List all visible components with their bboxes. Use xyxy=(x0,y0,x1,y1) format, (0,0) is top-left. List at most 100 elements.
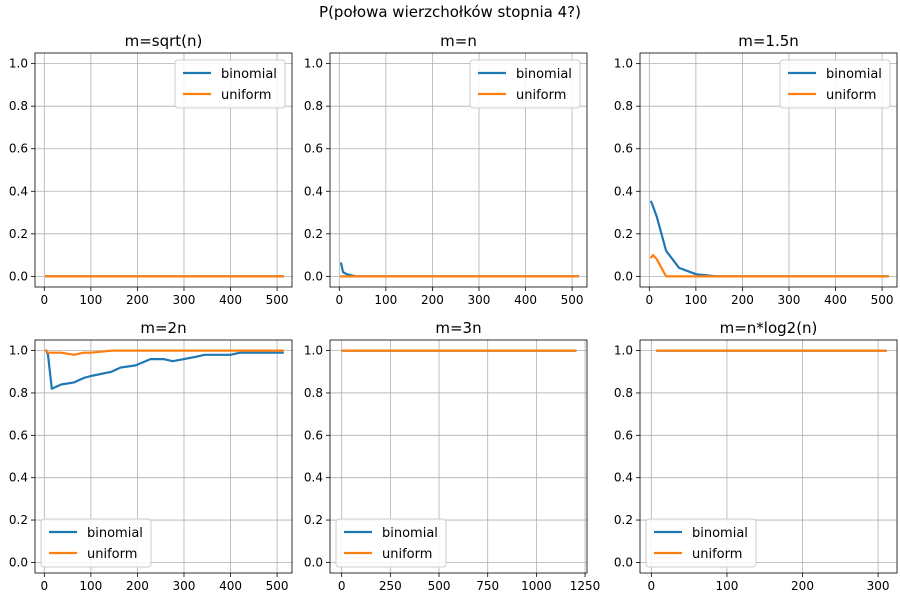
legend-label-uniform: uniform xyxy=(826,88,876,103)
y-tick-label: 1.0 xyxy=(614,57,633,71)
y-tick-label: 0.4 xyxy=(614,184,633,198)
axes-frame xyxy=(639,339,898,574)
y-tick-label: 0.4 xyxy=(614,471,633,485)
y-tick-label: 0.8 xyxy=(614,99,633,113)
y-tick-label: 0.8 xyxy=(9,386,28,400)
x-tick-label: 300 xyxy=(173,293,196,307)
subplot-title: m=1.5n xyxy=(738,32,799,50)
legend: binomial uniform xyxy=(779,59,891,109)
x-tick-label: 100 xyxy=(79,579,102,593)
subplot-1: m=sqrt(n) 0 100 200 300 400 500 0.0 0.2 0.4 0.6 0.8… xyxy=(9,32,293,307)
x-tick-label: 1250 xyxy=(570,579,601,593)
series-line-binomial xyxy=(44,349,284,390)
x-tick-label: 0 xyxy=(335,293,343,307)
legend: binomial uniform xyxy=(335,518,447,568)
x-tick-label: 500 xyxy=(871,293,894,307)
subplot-5: m=3n 0 250 500 750 1000 1250 0.0 0.2 0.4 0.6 0.8 1.0… xyxy=(304,319,600,593)
x-tick-label: 0 xyxy=(40,293,48,307)
x-tick-label: 0 xyxy=(648,579,656,593)
axes-frame xyxy=(34,52,293,288)
y-tick-label: 0.2 xyxy=(9,227,28,241)
subplot-title: m=3n xyxy=(435,319,481,337)
x-tick-label: 100 xyxy=(684,293,707,307)
y-tick-label: 0.2 xyxy=(304,513,323,527)
legend-label-binomial: binomial xyxy=(826,67,882,82)
subplot-title: m=sqrt(n) xyxy=(125,32,203,50)
subplot-6: m=n*log2(n) 0 100 200 300 0.0 0.2 0.4 0.6 0.8 1.0 b… xyxy=(614,319,898,593)
y-tick-label: 0.4 xyxy=(9,184,28,198)
x-tick-label: 500 xyxy=(561,293,584,307)
legend-label-binomial: binomial xyxy=(516,67,572,82)
legend-label-uniform: uniform xyxy=(382,547,432,562)
x-tick-label: 300 xyxy=(173,579,196,593)
series-line-uniform xyxy=(649,254,889,278)
legend: binomial uniform xyxy=(469,59,581,109)
series-line-uniform xyxy=(44,349,284,356)
y-tick-label: 1.0 xyxy=(9,57,28,71)
x-tick-label: 0 xyxy=(40,579,48,593)
subplot-title: m=n xyxy=(440,32,477,50)
y-tick-label: 0.2 xyxy=(304,227,323,241)
legend-label-uniform: uniform xyxy=(516,88,566,103)
y-tick-label: 0.6 xyxy=(304,428,323,442)
y-tick-label: 0.6 xyxy=(614,428,633,442)
subplot-title: m=2n xyxy=(140,319,186,337)
y-tick-label: 0.6 xyxy=(9,142,28,156)
x-tick-label: 250 xyxy=(379,579,402,593)
y-tick-label: 0.8 xyxy=(9,99,28,113)
y-tick-label: 0.4 xyxy=(304,471,323,485)
y-tick-label: 0.8 xyxy=(304,386,323,400)
x-tick-label: 300 xyxy=(778,293,801,307)
x-tick-label: 400 xyxy=(514,293,537,307)
y-tick-label: 1.0 xyxy=(9,344,28,358)
x-tick-label: 500 xyxy=(266,579,289,593)
x-tick-label: 100 xyxy=(79,293,102,307)
x-tick-label: 200 xyxy=(731,293,754,307)
y-tick-label: 0.4 xyxy=(9,471,28,485)
x-tick-label: 200 xyxy=(126,293,149,307)
x-tick-label: 200 xyxy=(421,293,444,307)
y-tick-label: 0.8 xyxy=(304,99,323,113)
subplot-3: m=1.5n 0 100 200 300 400 500 0.0 0.2 0.4 0.6 0.8 1.0… xyxy=(614,32,898,307)
subplot-4: m=2n 0 100 200 300 400 500 0.0 0.2 0.4 0.6 0.8 1.0 bi… xyxy=(9,319,293,593)
axes-frame xyxy=(34,339,293,574)
y-tick-label: 0.2 xyxy=(614,513,633,527)
x-tick-label: 400 xyxy=(219,579,242,593)
x-tick-label: 400 xyxy=(219,293,242,307)
y-tick-label: 0.4 xyxy=(304,184,323,198)
x-tick-label: 0 xyxy=(338,579,346,593)
legend-label-uniform: uniform xyxy=(221,88,271,103)
figure-title: P(połowa wierzchołków stopnia 4?) xyxy=(319,3,581,21)
legend-label-binomial: binomial xyxy=(87,526,143,541)
y-tick-label: 0.2 xyxy=(9,513,28,527)
axes-frame xyxy=(329,52,588,288)
legend: binomial uniform xyxy=(40,518,152,568)
y-tick-label: 0.6 xyxy=(9,428,28,442)
x-tick-label: 100 xyxy=(374,293,397,307)
y-tick-label: 0.2 xyxy=(614,227,633,241)
y-tick-label: 0.0 xyxy=(304,555,323,569)
y-tick-label: 0.0 xyxy=(304,269,323,283)
y-tick-label: 0.0 xyxy=(9,269,28,283)
x-tick-label: 500 xyxy=(428,579,451,593)
x-tick-label: 500 xyxy=(266,293,289,307)
legend-label-uniform: uniform xyxy=(87,547,137,562)
series-line-binomial xyxy=(649,200,889,278)
x-tick-label: 400 xyxy=(824,293,847,307)
y-tick-label: 1.0 xyxy=(304,57,323,71)
legend: binomial uniform xyxy=(645,518,757,568)
legend-label-binomial: binomial xyxy=(221,67,277,82)
series-line-binomial xyxy=(339,262,579,278)
legend-label-uniform: uniform xyxy=(692,547,742,562)
y-tick-label: 0.0 xyxy=(9,555,28,569)
y-tick-label: 0.0 xyxy=(614,269,633,283)
axes-frame xyxy=(639,52,898,288)
legend: binomial uniform xyxy=(174,59,286,109)
y-tick-label: 0.6 xyxy=(304,142,323,156)
subplot-title: m=n*log2(n) xyxy=(720,319,818,337)
legend-label-binomial: binomial xyxy=(692,526,748,541)
legend-label-binomial: binomial xyxy=(382,526,438,541)
x-tick-label: 200 xyxy=(126,579,149,593)
